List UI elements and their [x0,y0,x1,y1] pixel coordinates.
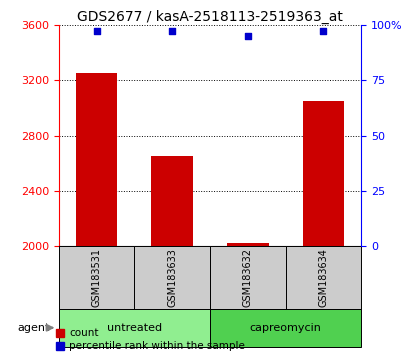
Bar [210,309,361,347]
Bar [303,101,344,246]
Text: GSM183531: GSM183531 [92,248,102,307]
Bar [76,73,118,246]
Bar [59,309,210,347]
Text: GSM183633: GSM183633 [167,248,177,307]
Point [93,29,100,34]
Text: untreated: untreated [107,323,162,333]
Bar [152,156,193,246]
Text: GSM183634: GSM183634 [318,248,328,307]
Bar [210,246,286,309]
Text: GSM183632: GSM183632 [243,248,253,307]
Bar [59,246,134,309]
Legend: count, percentile rank within the sample: count, percentile rank within the sample [55,328,245,352]
Point [169,29,176,34]
Bar [227,243,269,246]
Title: GDS2677 / kasA-2518113-2519363_at: GDS2677 / kasA-2518113-2519363_at [77,10,343,24]
Point [244,33,251,39]
Bar [134,246,210,309]
Text: capreomycin: capreomycin [249,323,322,333]
Bar [286,246,361,309]
Point [320,29,327,34]
Text: agent: agent [17,323,50,333]
